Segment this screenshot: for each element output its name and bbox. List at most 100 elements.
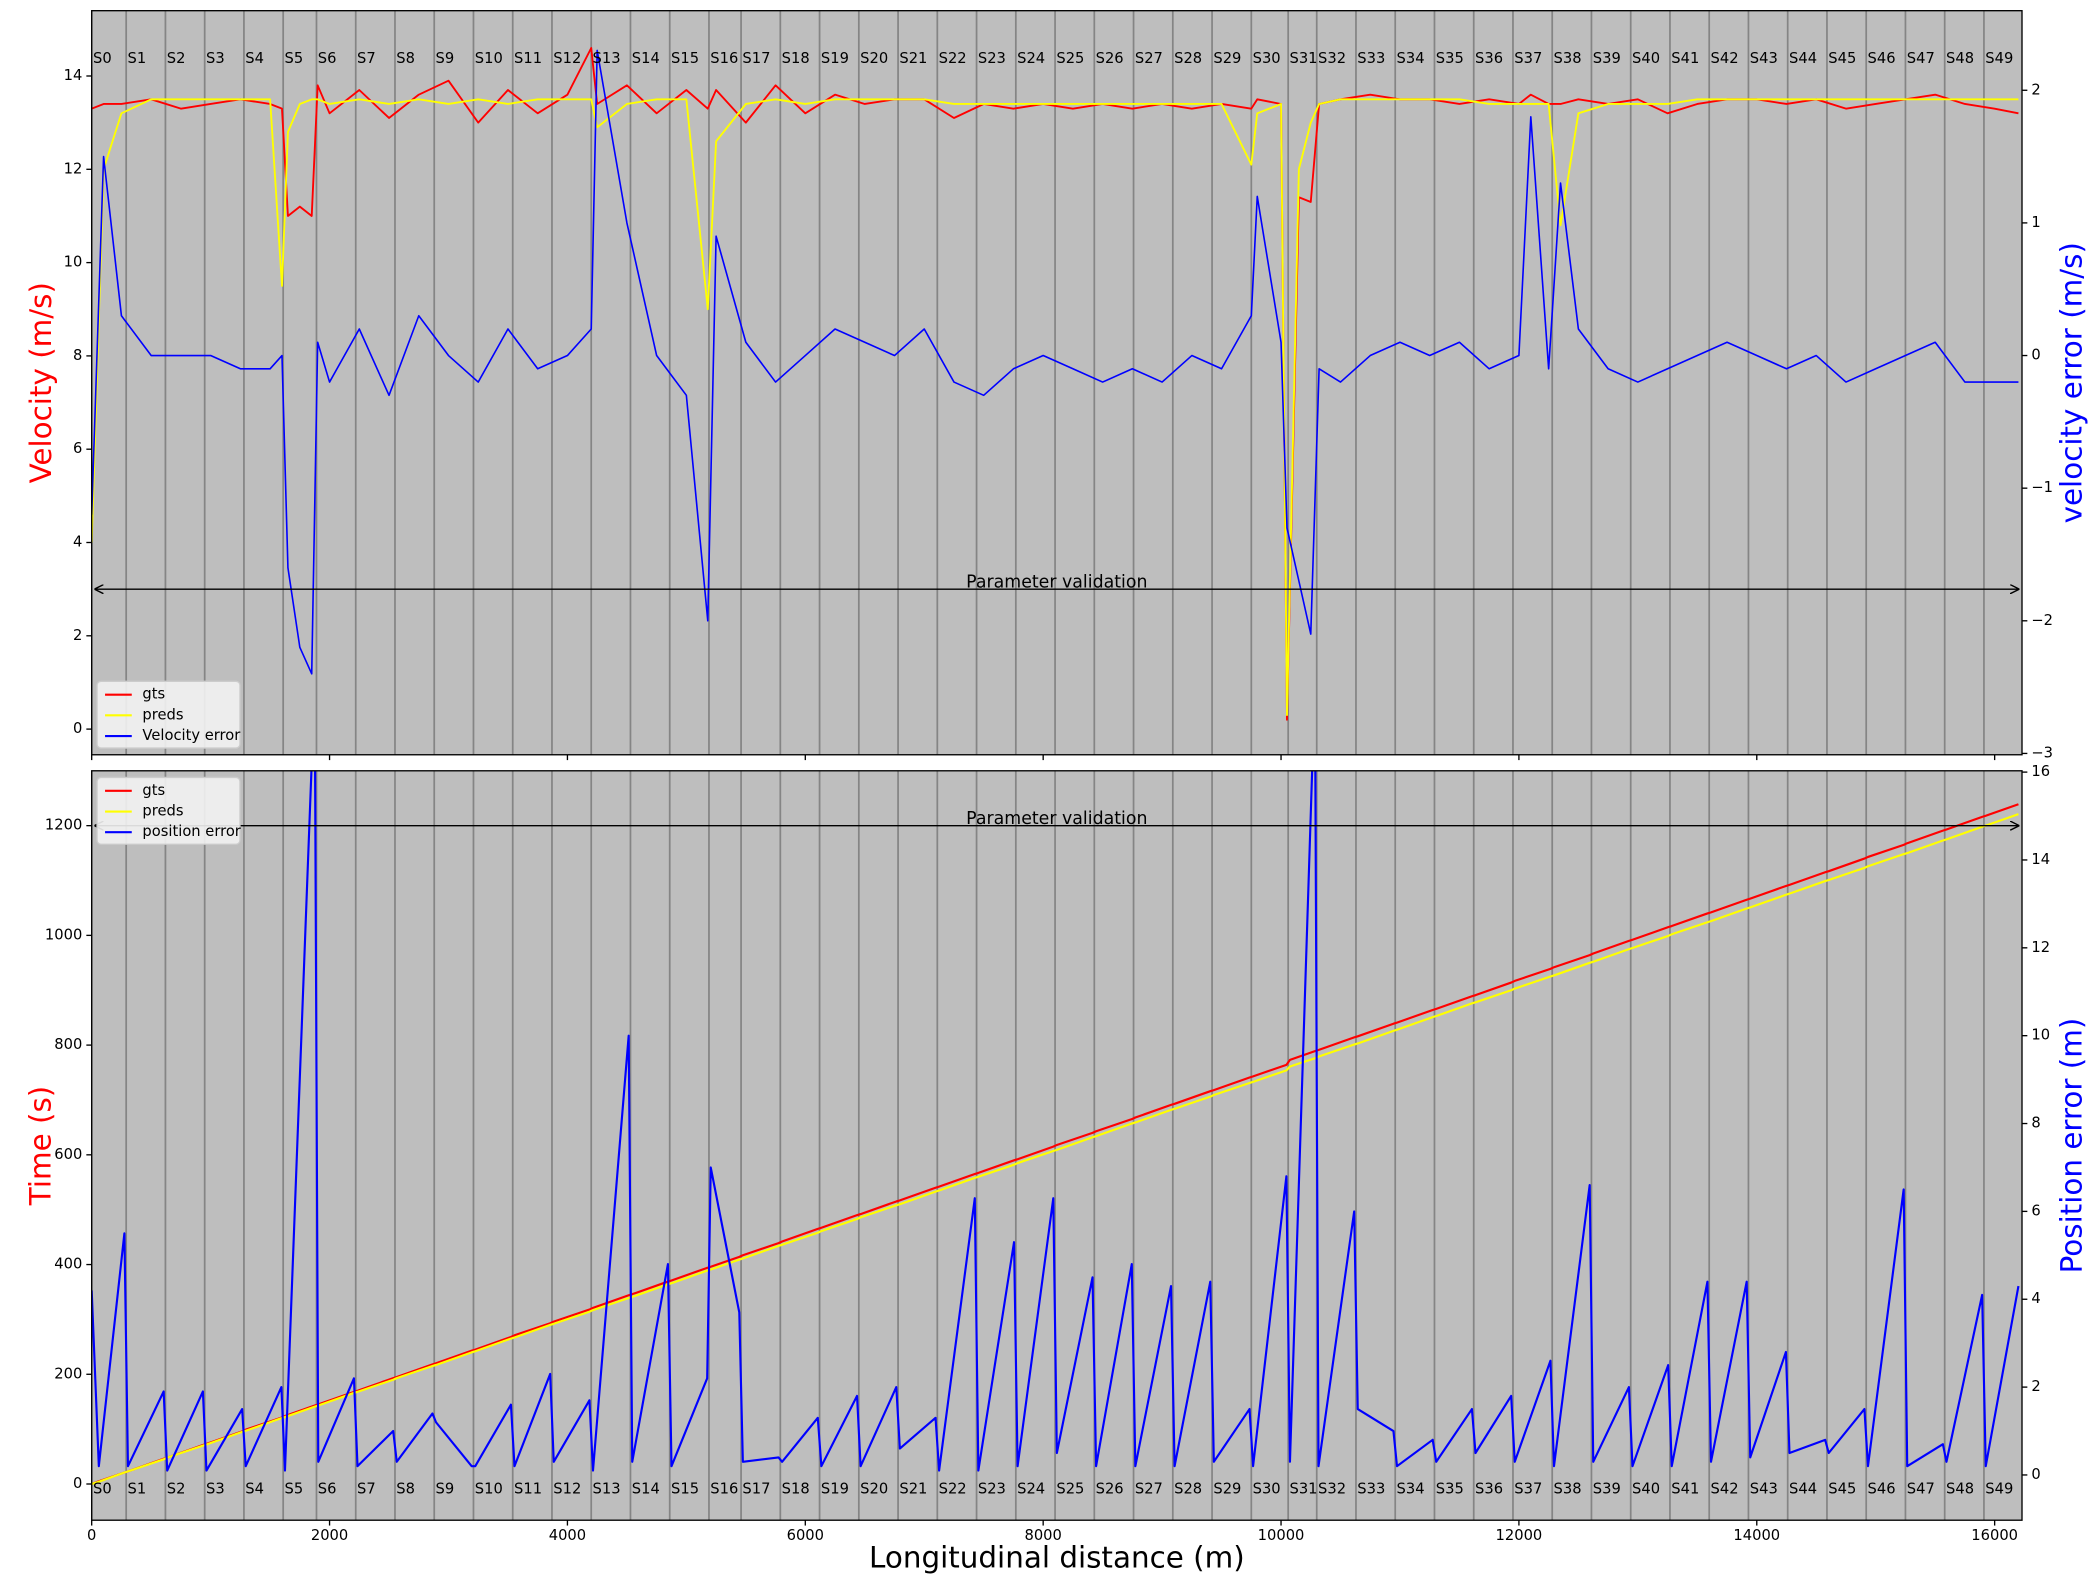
legend-label: gts [142, 686, 165, 703]
section-label: S13 [593, 1480, 621, 1497]
section-label: S15 [671, 1480, 699, 1497]
y2-tick-label: −2 [2031, 612, 2053, 629]
section-label: S38 [1554, 1480, 1582, 1497]
section-label: S29 [1213, 50, 1241, 67]
y2-tick-label: −3 [2031, 744, 2053, 761]
section-label: S49 [1985, 1480, 2013, 1497]
section-label: S8 [396, 50, 415, 67]
legend-box [96, 680, 241, 749]
annotation-text: Parameter validation [966, 572, 1147, 592]
x-tick-label: 6000 [787, 1527, 824, 1544]
section-label: S11 [514, 50, 542, 67]
x-tick-label: 0 [87, 1527, 96, 1544]
section-label: S41 [1671, 50, 1699, 67]
section-label: S39 [1593, 1480, 1621, 1497]
section-label: S17 [742, 1480, 770, 1497]
y2-tick-label: 4 [2031, 1290, 2040, 1307]
section-label: S49 [1985, 50, 2013, 67]
section-label: S9 [436, 50, 455, 67]
y2-tick-label: 1 [2031, 214, 2040, 231]
y2-tick-label: −1 [2031, 479, 2053, 496]
section-label: S35 [1436, 50, 1464, 67]
section-label: S38 [1554, 50, 1582, 67]
section-label: S17 [742, 50, 770, 67]
section-label: S11 [514, 1480, 542, 1497]
section-label: S36 [1475, 1480, 1503, 1497]
section-label: S23 [978, 1480, 1006, 1497]
section-label: S12 [553, 50, 581, 67]
section-label: S27 [1135, 1480, 1163, 1497]
y-tick-label: 10 [64, 254, 83, 271]
section-label: S6 [318, 50, 337, 67]
section-label: S24 [1017, 50, 1045, 67]
y-tick-label: 1000 [45, 926, 82, 943]
section-label: S7 [357, 50, 376, 67]
section-label: S29 [1213, 1480, 1241, 1497]
section-label: S48 [1946, 1480, 1974, 1497]
x-axis-title: Longitudinal distance (m) [869, 1540, 1245, 1574]
section-label: S33 [1357, 1480, 1385, 1497]
plot-background [91, 10, 2023, 755]
section-label: S41 [1671, 1480, 1699, 1497]
section-label: S34 [1397, 50, 1425, 67]
y-tick-label: 4 [73, 534, 82, 551]
series-line [91, 770, 2020, 1472]
y-tick-label: 600 [54, 1146, 82, 1163]
section-label: S0 [93, 1480, 112, 1497]
section-label: S14 [632, 1480, 660, 1497]
x-tick-label: 2000 [311, 1527, 348, 1544]
section-label: S12 [553, 1480, 581, 1497]
section-label: S32 [1318, 1480, 1346, 1497]
section-label: S44 [1789, 50, 1817, 67]
section-label: S21 [899, 1480, 927, 1497]
section-label: S42 [1711, 1480, 1739, 1497]
section-label: S43 [1750, 1480, 1778, 1497]
section-label: S47 [1907, 50, 1935, 67]
plot-frame [91, 10, 2023, 756]
y-tick-label: 2 [73, 627, 82, 644]
section-label: S31 [1290, 50, 1318, 67]
y-tick-label: 400 [54, 1256, 82, 1273]
legend-label: gts [142, 782, 165, 799]
section-label: S40 [1632, 1480, 1660, 1497]
section-label: S33 [1357, 50, 1385, 67]
section-label: S46 [1868, 50, 1896, 67]
y-tick-label: 0 [73, 1475, 82, 1492]
section-label: S4 [245, 1480, 264, 1497]
y-tick-label: 200 [54, 1365, 82, 1382]
legend-label: preds [142, 803, 183, 820]
series-line [91, 813, 2019, 1486]
y2-tick-label: 6 [2031, 1202, 2040, 1219]
section-label: S6 [318, 1480, 337, 1497]
y2-tick-label: 16 [2031, 763, 2050, 780]
legend: gts preds Velocity error [96, 680, 241, 749]
y2-axis-title: velocity error (m/s) [2054, 242, 2088, 523]
legend-label: position error [142, 823, 241, 840]
section-label: S22 [939, 50, 967, 67]
y2-tick-label: 10 [2031, 1027, 2050, 1044]
plot-area [91, 10, 2019, 755]
legend-box [96, 776, 241, 845]
section-label: S10 [475, 50, 503, 67]
y-tick-label: 6 [73, 440, 82, 457]
y-axis-title: Time (s) [24, 1086, 58, 1206]
section-label: S37 [1514, 50, 1542, 67]
section-label: S14 [632, 50, 660, 67]
y-tick-label: 1200 [45, 817, 82, 834]
y2-axis-title: Position error (m) [2054, 1018, 2088, 1274]
section-label: S19 [821, 1480, 849, 1497]
x-tick-label: 14000 [1733, 1527, 1780, 1544]
section-label: S18 [782, 1480, 810, 1497]
section-label: S3 [206, 1480, 225, 1497]
series-line [91, 98, 2019, 717]
section-label: S22 [939, 1480, 967, 1497]
section-label: S27 [1135, 50, 1163, 67]
legend-label: Velocity error [142, 727, 241, 744]
y2-tick-label: 2 [2031, 81, 2040, 98]
section-label: S19 [821, 50, 849, 67]
section-label: S16 [710, 50, 738, 67]
y2-tick-label: 2 [2031, 1378, 2040, 1395]
section-label: S37 [1514, 1480, 1542, 1497]
y-tick-label: 12 [64, 160, 83, 177]
